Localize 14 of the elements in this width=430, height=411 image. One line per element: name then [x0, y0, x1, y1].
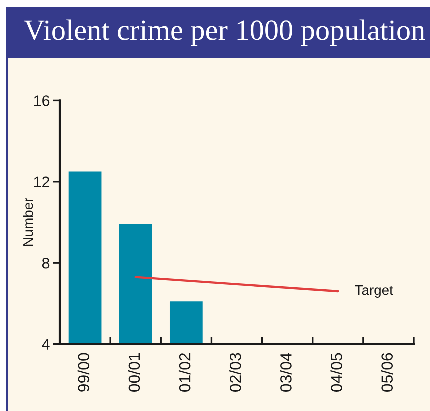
- y-tick-label: 8: [42, 258, 50, 269]
- y-tick-label: 12: [34, 176, 50, 188]
- y-tick-label: 4: [42, 339, 50, 350]
- chart-title: Violent crime per 1000 population: [24, 20, 426, 46]
- x-tick-label: 99/00: [78, 353, 90, 392]
- y-axis-title: Number: [23, 198, 34, 246]
- x-tick-label: 05/06: [381, 353, 393, 392]
- x-tick-label: 00/01: [128, 353, 140, 392]
- x-tick-label: 01/02: [178, 353, 191, 392]
- x-tick-label: 03/04: [280, 353, 292, 392]
- series-label: Target: [355, 286, 394, 298]
- y-tick-label: 16: [34, 96, 50, 106]
- x-tick-label: 02/03: [230, 353, 242, 392]
- x-tick-label: 04/05: [330, 353, 342, 392]
